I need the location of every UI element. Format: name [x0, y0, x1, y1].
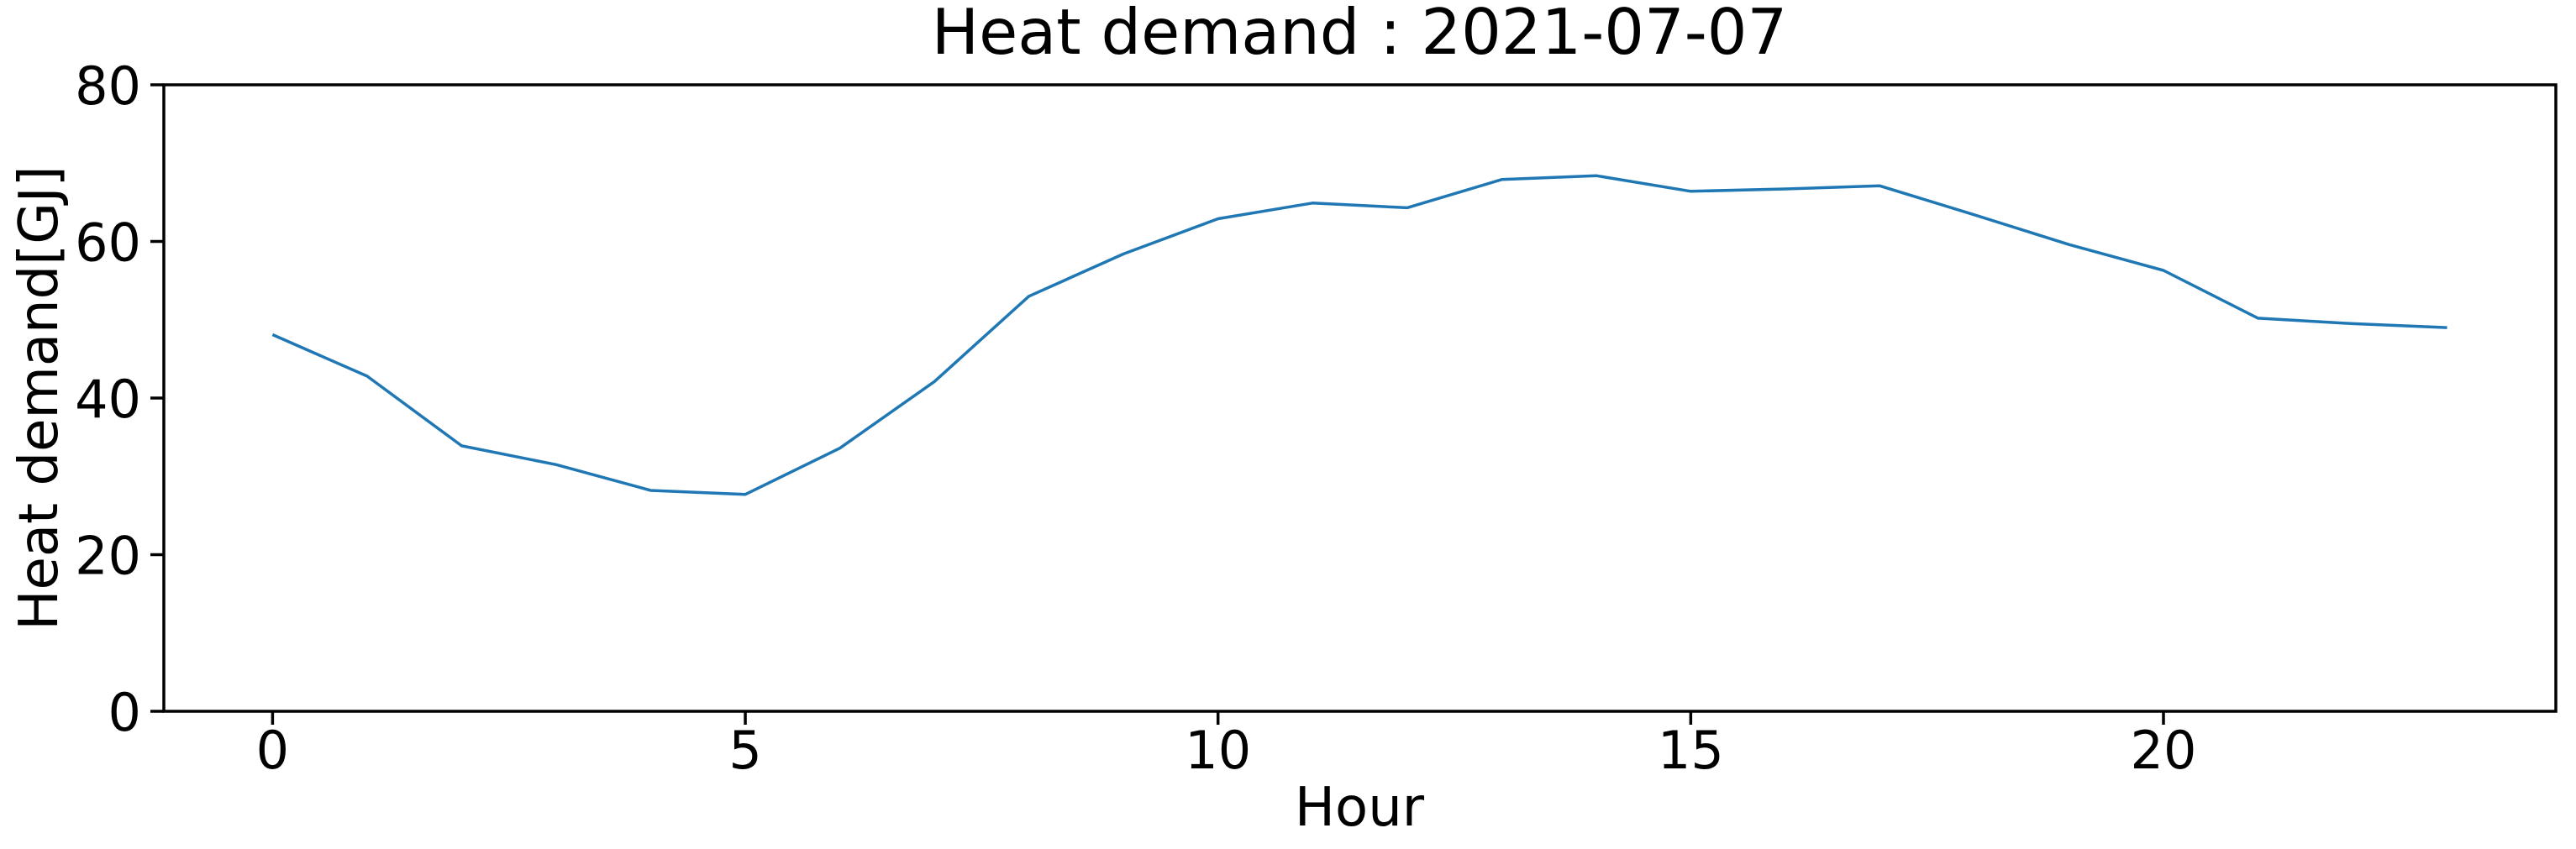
- x-tick-label: 10: [1185, 720, 1251, 781]
- x-axis-ticks: [271, 711, 2165, 725]
- y-tick-label: 60: [75, 212, 141, 274]
- y-tick-label: 40: [75, 369, 141, 430]
- y-axis-ticks: [150, 83, 164, 713]
- y-tick-label: 80: [75, 55, 141, 117]
- x-tick-label: 15: [1658, 720, 1724, 781]
- y-axis-tick-labels: 0 20 40 60 80: [75, 55, 141, 743]
- x-tick-label: 5: [728, 720, 761, 781]
- y-axis-label: Heat demand[GJ]: [8, 165, 71, 630]
- x-axis-label: Hour: [1295, 777, 1425, 839]
- plot-area-frame: [162, 83, 2558, 713]
- heat-demand-line-series: [271, 174, 2447, 496]
- x-tick-label: 0: [256, 720, 289, 781]
- x-axis-tick-labels: 0 5 10 15 20: [256, 720, 2197, 781]
- y-tick-label: 0: [108, 682, 141, 743]
- y-tick-label: 20: [75, 526, 141, 587]
- chart-title: Heat demand : 2021-07-07: [932, 0, 1787, 69]
- x-tick-label: 20: [2131, 720, 2197, 781]
